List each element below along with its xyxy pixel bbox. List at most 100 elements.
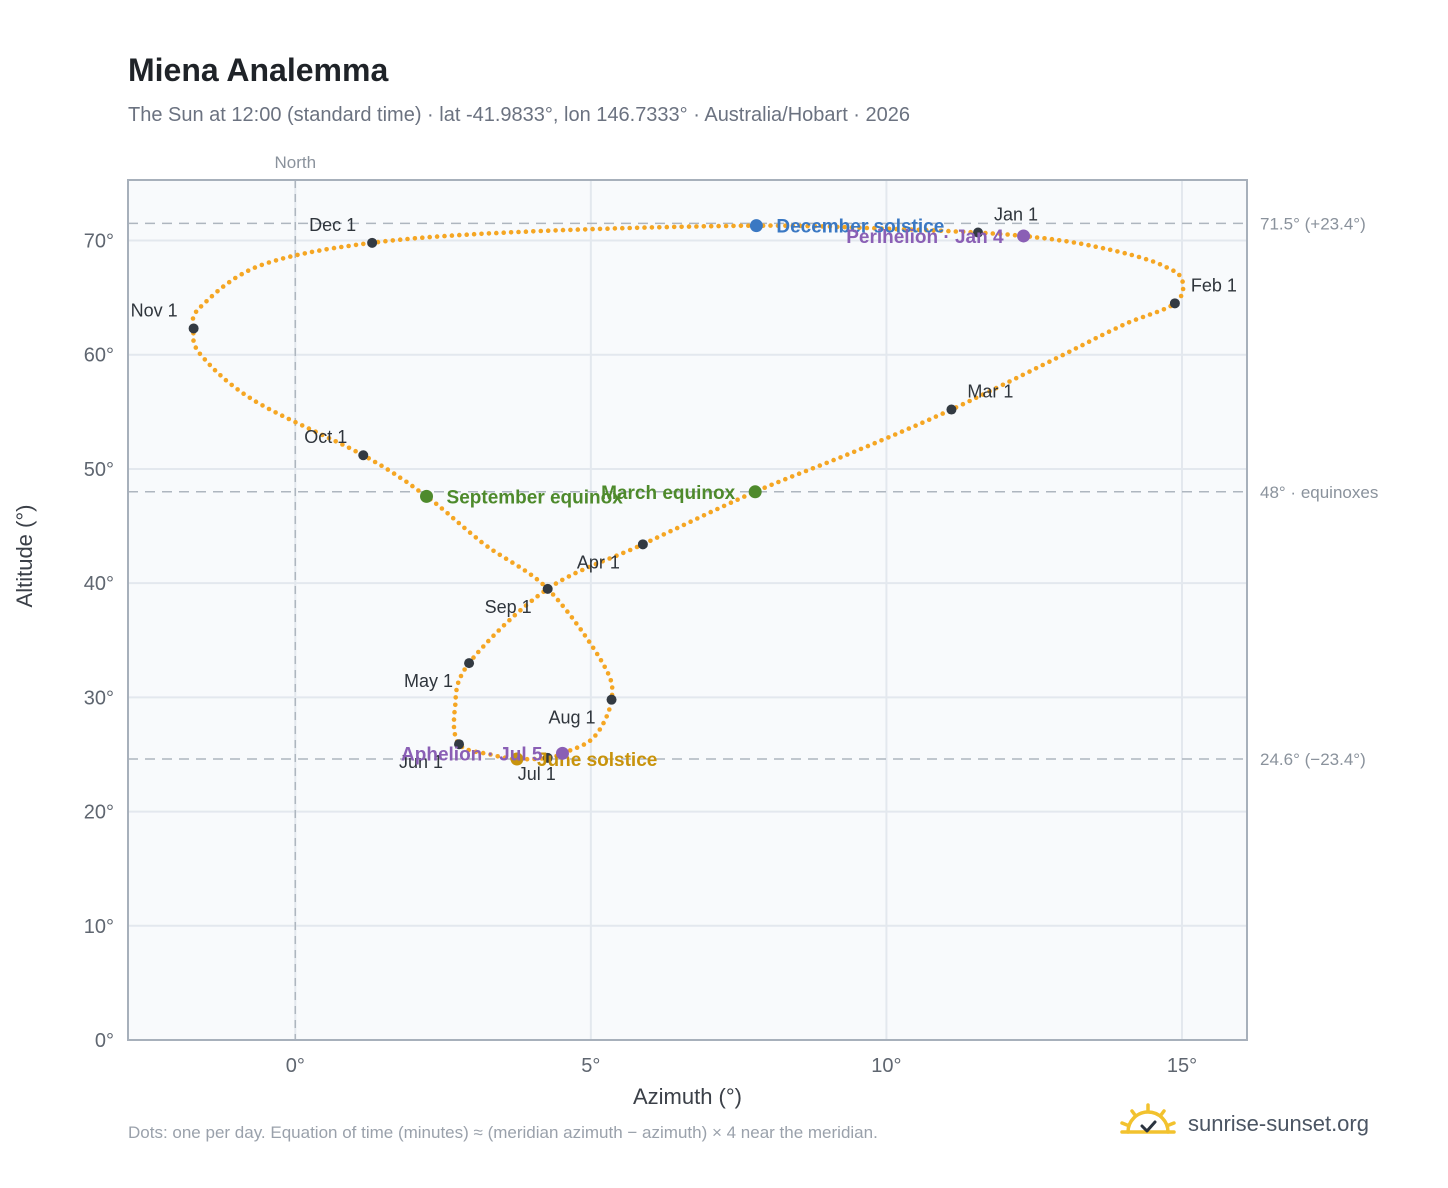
daily-dot [857, 225, 862, 230]
daily-dot [1126, 320, 1132, 325]
daily-dot [735, 497, 740, 503]
month-label: Dec 1 [309, 215, 356, 235]
daily-dot [681, 522, 687, 528]
daily-dot [601, 720, 606, 726]
daily-dot [390, 238, 396, 243]
daily-dot [913, 423, 918, 429]
daily-dot [731, 223, 736, 229]
daily-dot [1000, 382, 1006, 388]
daily-dot [215, 289, 220, 294]
daily-dot [1161, 307, 1167, 312]
daily-dot [353, 448, 358, 454]
daily-dot [247, 395, 253, 401]
daily-dot [664, 224, 670, 230]
daily-dot [845, 452, 850, 457]
daily-dot [553, 228, 558, 233]
daily-dot [1154, 309, 1160, 315]
daily-dot [1033, 366, 1039, 371]
daily-dot [993, 385, 999, 391]
daily-dot [391, 471, 397, 476]
daily-dot [648, 538, 653, 544]
daily-dot [412, 236, 418, 241]
daily-dot [723, 223, 729, 229]
daily-dot [593, 733, 598, 738]
daily-dot [466, 747, 472, 753]
daily-dot [218, 373, 223, 378]
daily-dot [1027, 369, 1032, 374]
event-marker [510, 752, 524, 766]
daily-dot [810, 466, 816, 471]
daily-dot [586, 564, 592, 570]
daily-dot [990, 231, 996, 236]
daily-dot [202, 357, 208, 362]
daily-dot [442, 233, 447, 239]
daily-dot [486, 231, 492, 236]
month-marker [606, 694, 617, 705]
brand-link[interactable]: sunrise-sunset.org [1120, 1102, 1369, 1146]
month-label: Jul 1 [518, 764, 556, 784]
daily-dot [1113, 326, 1118, 331]
daily-dot [339, 244, 344, 250]
plot-frame [127, 179, 1248, 1041]
daily-dot [575, 227, 581, 232]
daily-dot [299, 423, 305, 428]
daily-dot [938, 228, 944, 234]
daily-dot [597, 727, 603, 732]
daily-dot [627, 225, 632, 231]
footnote: Dots: one per day. Equation of time (min… [128, 1123, 878, 1142]
daily-dot [452, 709, 457, 715]
y-tick-label: 40° [84, 573, 114, 595]
daily-dot [578, 627, 583, 632]
daily-dot [1013, 375, 1019, 381]
month-label: Nov 1 [131, 300, 178, 320]
daily-dot [534, 576, 540, 582]
daily-dot [190, 316, 196, 321]
daily-dot [260, 403, 265, 408]
daily-dot [824, 460, 829, 466]
daily-dot [790, 223, 796, 229]
daily-dot [627, 547, 633, 553]
event-marker [748, 485, 762, 499]
daily-dot [253, 399, 259, 405]
reference-line-label: 71.5° (+23.4°) [1260, 214, 1366, 233]
daily-dot [467, 530, 473, 535]
month-label: Aug 1 [548, 708, 595, 728]
daily-dot [462, 525, 467, 531]
daily-dot [879, 226, 884, 231]
daily-dot [605, 226, 610, 231]
daily-dot [657, 225, 662, 230]
daily-dot [598, 658, 604, 663]
daily-dot [331, 245, 337, 251]
daily-dot [320, 432, 325, 438]
daily-dot [1178, 293, 1184, 299]
daily-dot [649, 225, 655, 230]
daily-dot [1171, 268, 1176, 274]
daily-dot [452, 732, 458, 737]
daily-dot [661, 532, 667, 537]
daily-dot [1107, 247, 1113, 253]
daily-dot [324, 247, 329, 252]
daily-dot [614, 553, 619, 558]
daily-dot [457, 232, 462, 238]
daily-dot [742, 494, 747, 499]
event-marker [749, 219, 763, 233]
daily-dot [523, 603, 529, 608]
daily-dot [1147, 312, 1153, 317]
daily-dot [842, 224, 847, 230]
north-label: North [274, 153, 316, 172]
event-label: September equinox [447, 487, 624, 508]
daily-dot [553, 581, 559, 586]
month-marker [542, 583, 553, 594]
month-marker [188, 323, 199, 334]
daily-dot [909, 227, 914, 232]
daily-dot [708, 509, 713, 515]
daily-dot [280, 256, 286, 261]
daily-dot [1040, 362, 1045, 368]
daily-dot [404, 479, 409, 485]
daily-dot [259, 262, 265, 268]
daily-dot [1078, 241, 1084, 247]
daily-dot [273, 410, 278, 415]
daily-dot [605, 671, 611, 676]
brand-text: sunrise-sunset.org [1188, 1111, 1369, 1136]
daily-dot [1093, 336, 1098, 341]
